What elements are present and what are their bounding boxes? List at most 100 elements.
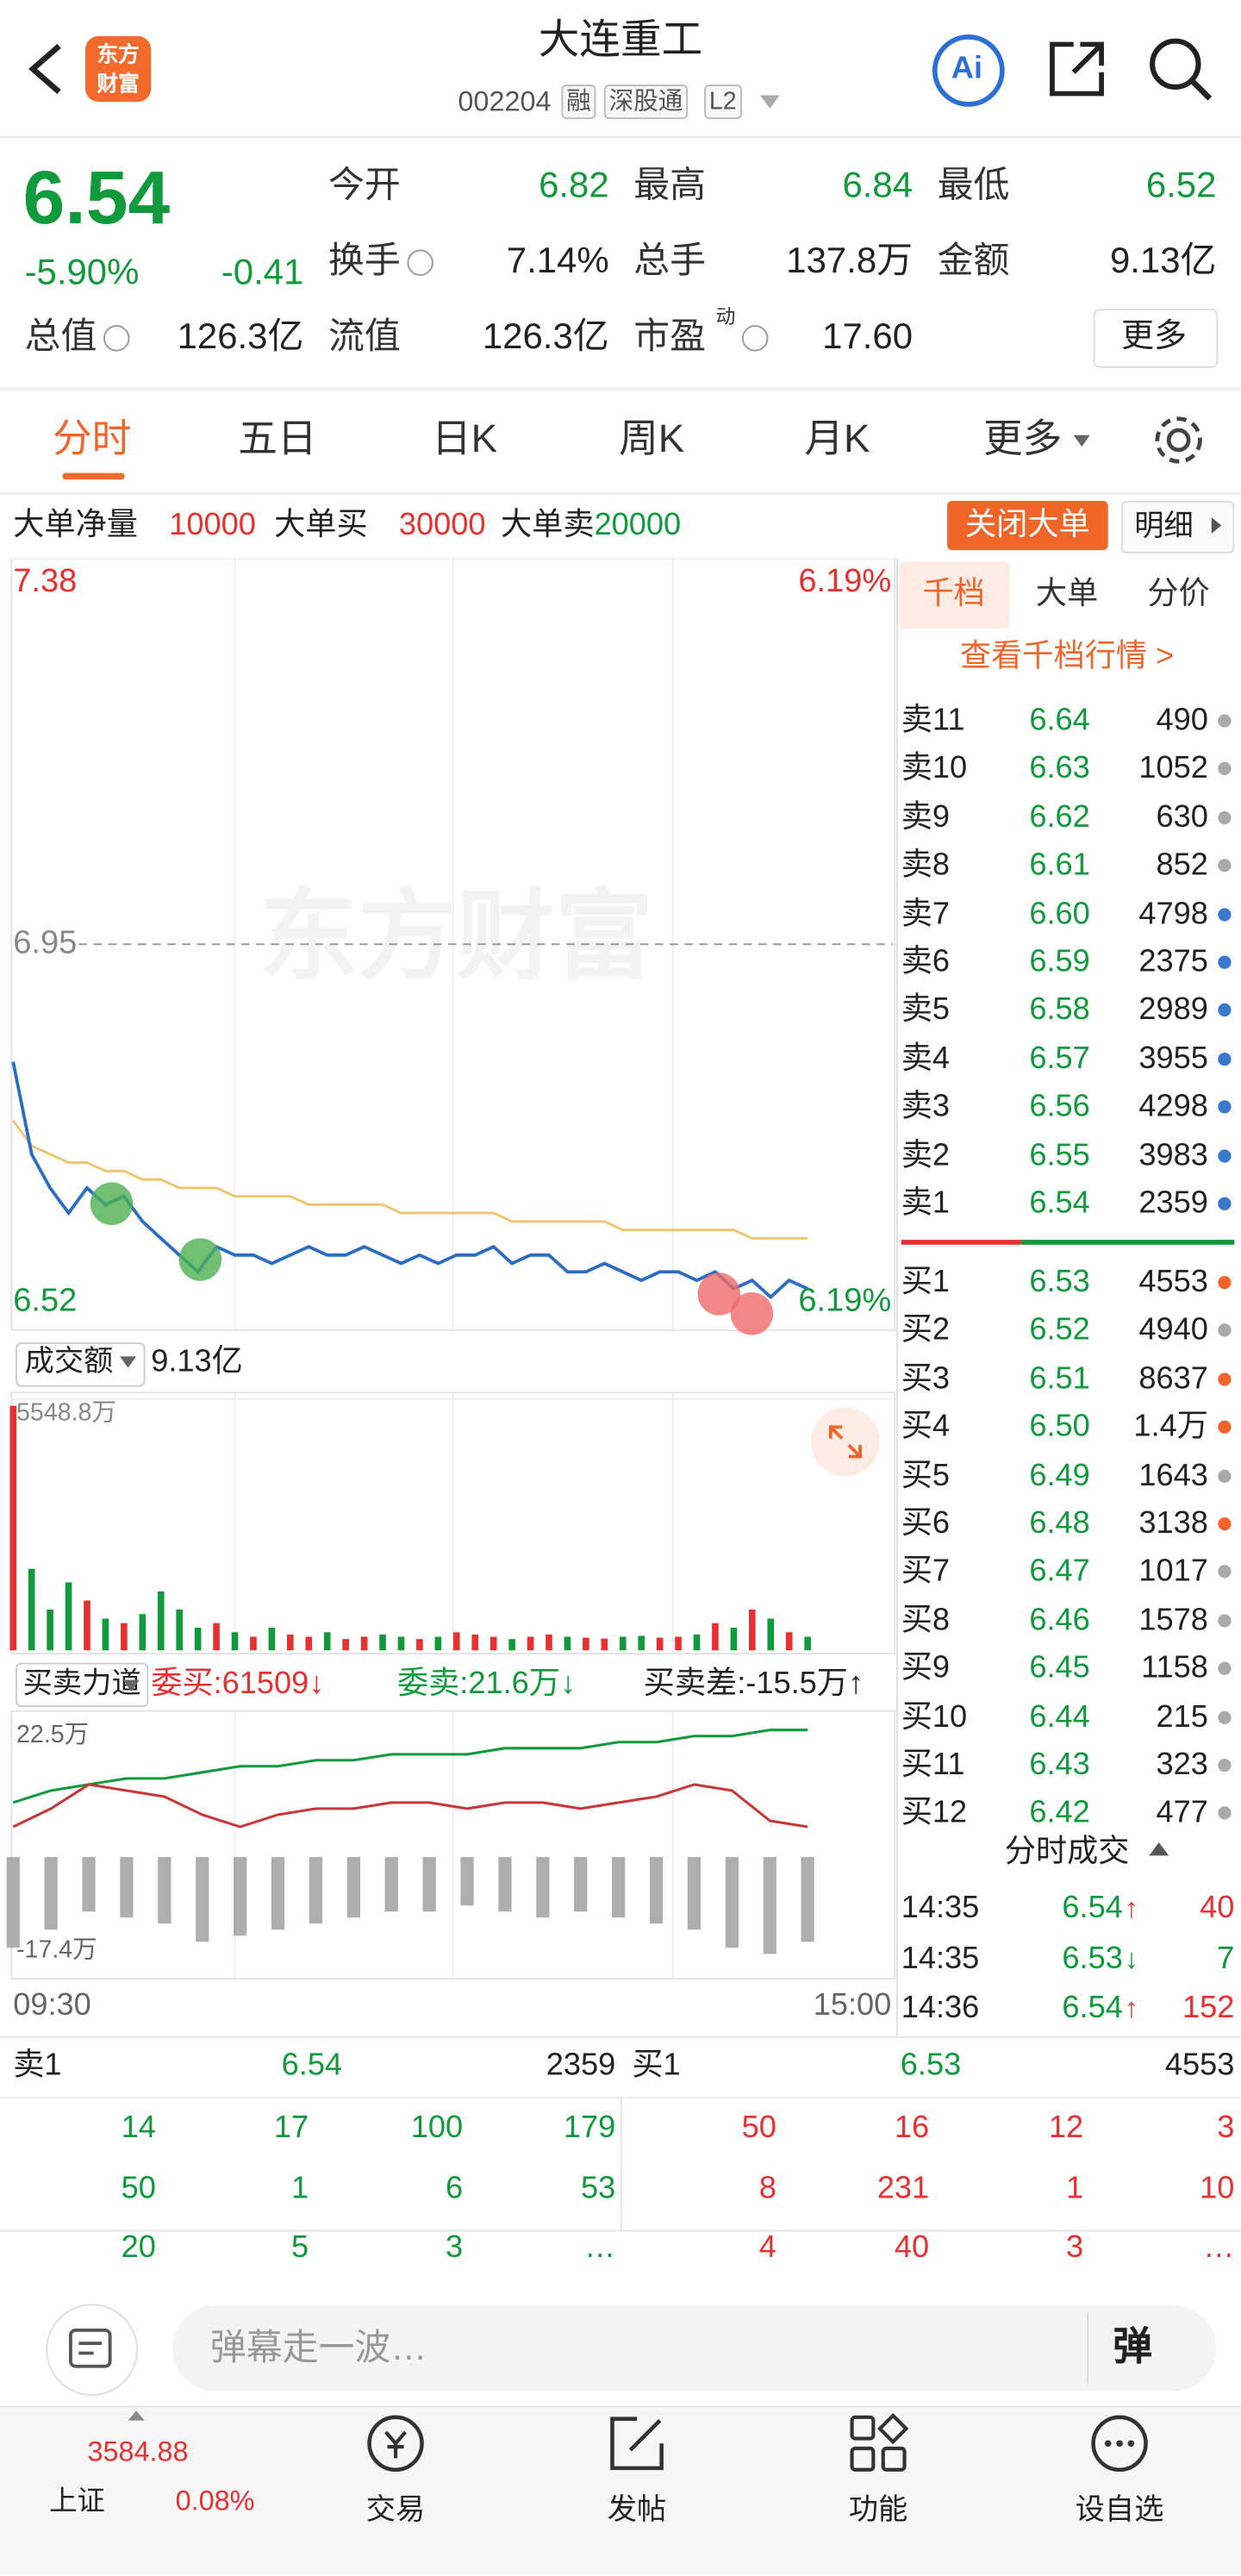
book-tab[interactable]: 千档 (922, 577, 985, 612)
comment-placeholder[interactable]: 弹幕走一波… (209, 2327, 427, 2368)
expand-icon (828, 1425, 863, 1459)
volume-bar (342, 1639, 349, 1651)
index-toggle[interactable] (128, 2410, 145, 2421)
tab[interactable]: 月K (804, 416, 870, 462)
post-icon[interactable] (604, 2410, 670, 2476)
book-dot (1218, 1052, 1232, 1066)
book-dot (1218, 810, 1232, 824)
book-volume: 323 (1156, 1748, 1208, 1783)
stat-label: 金额 (937, 240, 1010, 281)
queue-order: 231 (876, 2171, 930, 2206)
book-tab[interactable]: 大单 (1035, 577, 1099, 612)
watchlist-icon[interactable] (1087, 2410, 1152, 2476)
volume-bar (268, 1628, 276, 1651)
force-bar (196, 1857, 209, 1942)
book-volume: 1158 (1141, 1651, 1208, 1686)
tab[interactable]: 周K (619, 416, 685, 462)
force-bar (801, 1857, 814, 1942)
book-price: 6.53 (1029, 1265, 1090, 1300)
stock-title: 大连重工 (538, 17, 703, 64)
nav-item[interactable]: 功能 (848, 2492, 908, 2526)
force-label: 买卖力道 (23, 1666, 141, 1699)
close-big-order-button[interactable] (947, 500, 1108, 551)
book-volume: 3138 (1138, 1506, 1208, 1541)
stat-value: 6.84 (842, 164, 914, 206)
danmaku-button[interactable]: 弹 (1113, 2325, 1153, 2370)
index-value[interactable]: 3584.88 (87, 2435, 189, 2467)
tab[interactable]: 分时 (52, 416, 132, 462)
more-button[interactable] (1093, 309, 1219, 368)
search-button[interactable] (1147, 36, 1216, 105)
trade-volume: 7 (1217, 1941, 1235, 1976)
volume-bar (490, 1636, 497, 1651)
volume-bar (693, 1634, 701, 1651)
nav-item[interactable]: 设自选 (1075, 2492, 1164, 2526)
nav-item[interactable]: 发帖 (607, 2492, 667, 2526)
stat-label: 换手 (327, 240, 401, 281)
book-price: 6.47 (1029, 1554, 1090, 1590)
book-link[interactable]: 查看千档行情 > (959, 639, 1175, 674)
force-bar (725, 1857, 739, 1948)
info-icon[interactable] (407, 249, 433, 277)
queue-order: 16 (894, 2110, 930, 2146)
force-bar (6, 1857, 20, 1948)
book-dot (1218, 1661, 1232, 1676)
share-button[interactable] (1044, 36, 1109, 102)
y-tick-label: -17.4万 (16, 1935, 97, 1963)
volume-bar (250, 1636, 257, 1651)
trade-arrow: ↑ (1124, 1892, 1138, 1924)
more-label[interactable]: 更多 (1120, 318, 1188, 355)
force-bar (158, 1857, 171, 1924)
stat-sup: 动 (715, 305, 736, 328)
volume-bar (749, 1610, 756, 1651)
change: -0.41 (221, 251, 304, 293)
trades-toggle[interactable] (1149, 1842, 1169, 1856)
panel-divider (896, 558, 898, 2036)
book-tab[interactable]: 分价 (1147, 577, 1210, 612)
expand-button[interactable] (810, 1407, 880, 1477)
book-volume: 215 (1156, 1699, 1208, 1735)
stock-tag: 深股通 (603, 84, 689, 120)
queue-order: 100 (410, 2110, 464, 2146)
comment-input[interactable] (172, 2305, 1217, 2392)
back-button[interactable] (20, 40, 69, 99)
force-bar (536, 1857, 550, 1918)
book-price: 6.57 (1029, 1041, 1090, 1077)
detail-arrow (1211, 517, 1222, 535)
force-bar (763, 1857, 776, 1954)
book-volume: 4298 (1138, 1090, 1208, 1125)
stat-value: 17.60 (822, 315, 914, 357)
queue-order: 14 (121, 2110, 156, 2146)
big-order-value: 20000 (594, 508, 682, 543)
code-dropdown[interactable] (759, 95, 780, 109)
volume-bar (619, 1636, 627, 1651)
pct-label: 6.19% (798, 563, 891, 599)
chart-area: 东方财富 6.52 6.95 7.38 6.19% 6.19% 成交额 9.13亿 5548.8… (6, 558, 896, 2022)
tab[interactable]: 更多 (982, 416, 1063, 462)
close-big-order[interactable]: 关闭大单 (964, 508, 1090, 543)
tab[interactable]: 五日 (238, 416, 317, 462)
book-price: 6.45 (1029, 1651, 1090, 1686)
volume-bar (564, 1636, 571, 1651)
info-icon[interactable] (741, 325, 769, 352)
ai-label[interactable]: Ai (951, 52, 983, 87)
big-order-value: 30000 (398, 508, 486, 543)
nav-item[interactable]: 交易 (365, 2492, 426, 2526)
force-bar (687, 1857, 702, 1930)
tab[interactable]: 日K (431, 416, 498, 462)
function-icon[interactable] (845, 2410, 911, 2476)
volume-bar (360, 1636, 368, 1651)
detail[interactable]: 明细 (1134, 509, 1194, 542)
volume-total: 9.13亿 (151, 1343, 243, 1379)
ai-button[interactable] (932, 34, 1005, 107)
volume-label: 成交额 (25, 1345, 114, 1378)
danmaku-toggle[interactable] (46, 2304, 139, 2397)
volume-bar (47, 1610, 53, 1651)
volume-bar (767, 1618, 775, 1651)
settings-button[interactable] (1151, 412, 1207, 468)
watermark: 东方财富 (259, 882, 653, 991)
info-icon[interactable] (103, 325, 130, 352)
book-volume: 3983 (1138, 1138, 1208, 1173)
trade-icon[interactable] (363, 2410, 428, 2476)
